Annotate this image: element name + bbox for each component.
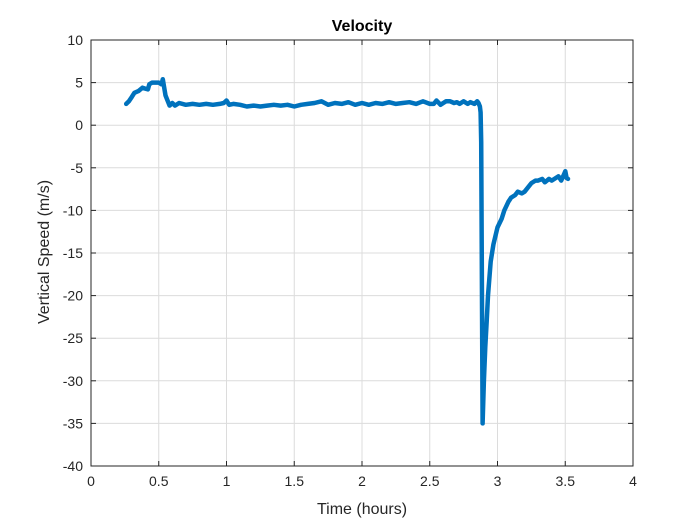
grid: [91, 40, 633, 466]
x-tick-label: 0.5: [149, 473, 169, 489]
y-tick-label: -35: [63, 415, 83, 431]
x-tick-label: 3: [494, 473, 502, 489]
y-tick-label: -40: [63, 458, 83, 474]
y-tick-label: 0: [75, 117, 83, 133]
y-tick-label: -25: [63, 330, 83, 346]
x-axis-label: Time (hours): [317, 501, 407, 518]
y-tick-label: 10: [67, 32, 83, 48]
x-tick-label: 2: [358, 473, 366, 489]
x-tick-label: 2.5: [420, 473, 440, 489]
y-tick-label: -20: [63, 288, 83, 304]
y-tick-label: 5: [75, 75, 83, 91]
x-tick-label: 1: [223, 473, 231, 489]
chart-title: Velocity: [332, 18, 393, 35]
x-tick-label: 4: [629, 473, 637, 489]
y-axis-label: Vertical Speed (m/s): [36, 180, 53, 324]
y-tick-label: -10: [63, 202, 83, 218]
x-tick-label: 0: [87, 473, 95, 489]
x-tick-label: 1.5: [285, 473, 305, 489]
series-line-velocity: [123, 76, 571, 426]
series-layer: [123, 76, 571, 426]
y-tick-label: -5: [71, 160, 84, 176]
axes: [90, 39, 634, 467]
y-tick-label: -30: [63, 373, 83, 389]
tick-labels: 0 0.5 1 1.5 2 2.5 3 3.5 4 -40 -35 -30 -25 -20 -15 -10 -5…: [63, 32, 637, 489]
x-tick-label: 3.5: [556, 473, 576, 489]
y-tick-label: -15: [63, 245, 83, 261]
